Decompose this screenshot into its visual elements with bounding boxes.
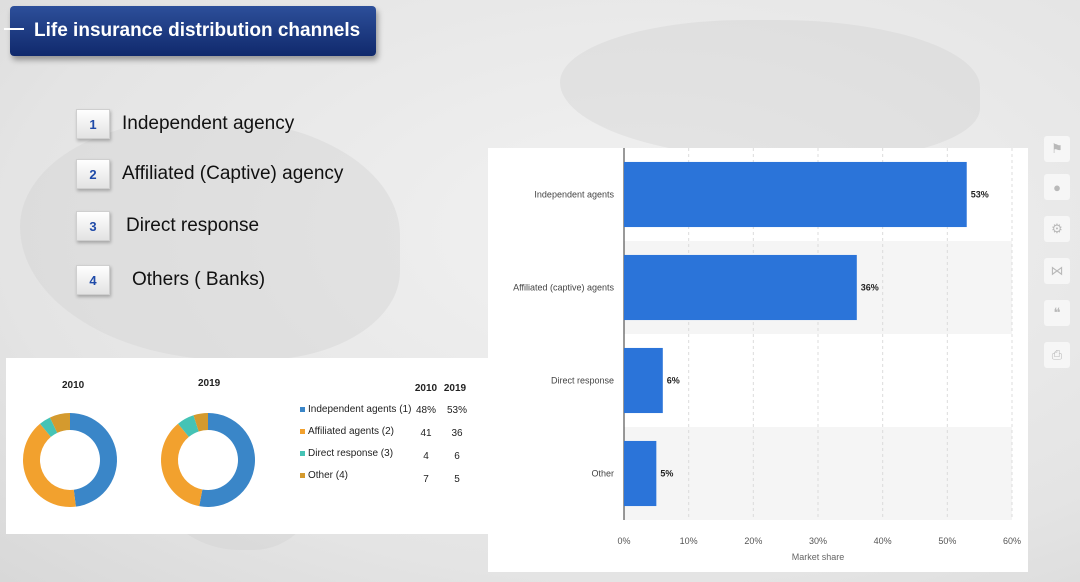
table-cell: 53% (446, 405, 467, 416)
x-tick-label: 0% (617, 536, 630, 546)
channel-number: 2 (76, 159, 110, 189)
donut-slice (199, 413, 256, 507)
category-label: Other (591, 469, 614, 479)
channel-item: 2 Affiliated (Captive) agency (76, 158, 343, 190)
bar-chart-panel: 0% 10% 20% 30% 40% 50% 60% Market share 53% Indep… (488, 148, 1028, 572)
table-cell: 48% (415, 405, 436, 416)
donut-slice (70, 413, 118, 507)
donut-slice (193, 413, 208, 432)
category-label: Independent agents (534, 190, 614, 200)
legend-label: Independent agents (1) (308, 404, 412, 415)
legend-item: Independent agents (1) (300, 404, 411, 415)
table-cell: 5 (454, 474, 460, 485)
x-tick-label: 30% (809, 536, 827, 546)
channel-item: 1 Independent agency (76, 108, 294, 140)
table-cell: 41 (420, 428, 432, 439)
legend-item: Affiliated agents (2) (300, 426, 394, 437)
legend-label: Other (4) (308, 470, 349, 481)
channel-label: Direct response (126, 215, 260, 236)
donut-year-2019: 2019 (198, 378, 221, 389)
table-cell: 6 (454, 451, 460, 462)
legend-label: Affiliated agents (2) (308, 426, 394, 437)
legend-swatch (300, 451, 305, 456)
legend-swatch (300, 429, 305, 434)
channel-label: Affiliated (Captive) agency (122, 163, 344, 184)
category-label: Affiliated (captive) agents (513, 283, 614, 293)
table-header: 2019 (443, 383, 467, 394)
quote-icon[interactable]: ❝ (1044, 300, 1070, 326)
donut-chart (23, 413, 256, 507)
x-tick-label: 50% (938, 536, 956, 546)
channel-label: Others ( Banks) (132, 269, 266, 290)
bell-icon[interactable]: ● (1044, 174, 1070, 200)
bar (624, 440, 657, 507)
channel-number: 4 (76, 265, 110, 295)
channel-item: 4 Others ( Banks) (76, 264, 265, 296)
gear-icon[interactable]: ⚙ (1044, 216, 1070, 242)
bar-chart: 0% 10% 20% 30% 40% 50% 60% Market share 53% Indep… (513, 148, 1021, 562)
donut-slice (161, 423, 203, 507)
donut-slice (178, 415, 199, 437)
table-cell: 4 (423, 451, 429, 462)
share-icon[interactable]: ⋈ (1044, 258, 1070, 284)
bar (624, 161, 967, 228)
x-tick-label: 20% (744, 536, 762, 546)
category-label: Direct response (551, 376, 614, 386)
donut-slice (49, 413, 70, 433)
channel-label: Independent agency (122, 113, 295, 134)
bar-value-label: 53% (971, 190, 989, 200)
bookmark-icon[interactable]: ⚑ (1044, 136, 1070, 162)
channel-item: 3 Direct response (76, 210, 259, 242)
x-tick-label: 60% (1003, 536, 1021, 546)
channel-number: 1 (76, 109, 110, 139)
bar (624, 254, 857, 321)
bar (624, 347, 663, 414)
legend-item: Direct response (3) (300, 448, 393, 459)
map-background (560, 20, 980, 160)
channel-number: 3 (76, 211, 110, 241)
table-cell: 36 (451, 428, 463, 439)
title-banner: Life insurance distribution channels (4, 6, 376, 56)
bar-value-label: 36% (861, 283, 879, 293)
page-title: Life insurance distribution channels (34, 20, 361, 41)
legend-swatch (300, 407, 305, 412)
legend-swatch (300, 473, 305, 478)
donut-slice (23, 423, 76, 507)
legend-label: Direct response (3) (308, 448, 394, 459)
banner-line (4, 28, 24, 30)
print-icon[interactable]: ⎙ (1044, 342, 1070, 368)
x-tick-label: 10% (680, 536, 698, 546)
x-tick-label: 40% (874, 536, 892, 546)
table-header: 2010 (414, 383, 438, 394)
x-axis-label: Market share (792, 552, 845, 562)
table-cell: 7 (423, 474, 429, 485)
donut-year-2010: 2010 (62, 380, 85, 391)
bar-value-label: 5% (660, 469, 673, 479)
donut-panel: 2010 2019 Independent agents (1) Affilia… (6, 358, 488, 534)
bar-value-label: 6% (667, 376, 680, 386)
side-toolbar: ⚑ ● ⚙ ⋈ ❝ ⎙ (1042, 130, 1072, 370)
donut-slice (40, 417, 58, 437)
legend-item: Other (4) (300, 470, 348, 481)
